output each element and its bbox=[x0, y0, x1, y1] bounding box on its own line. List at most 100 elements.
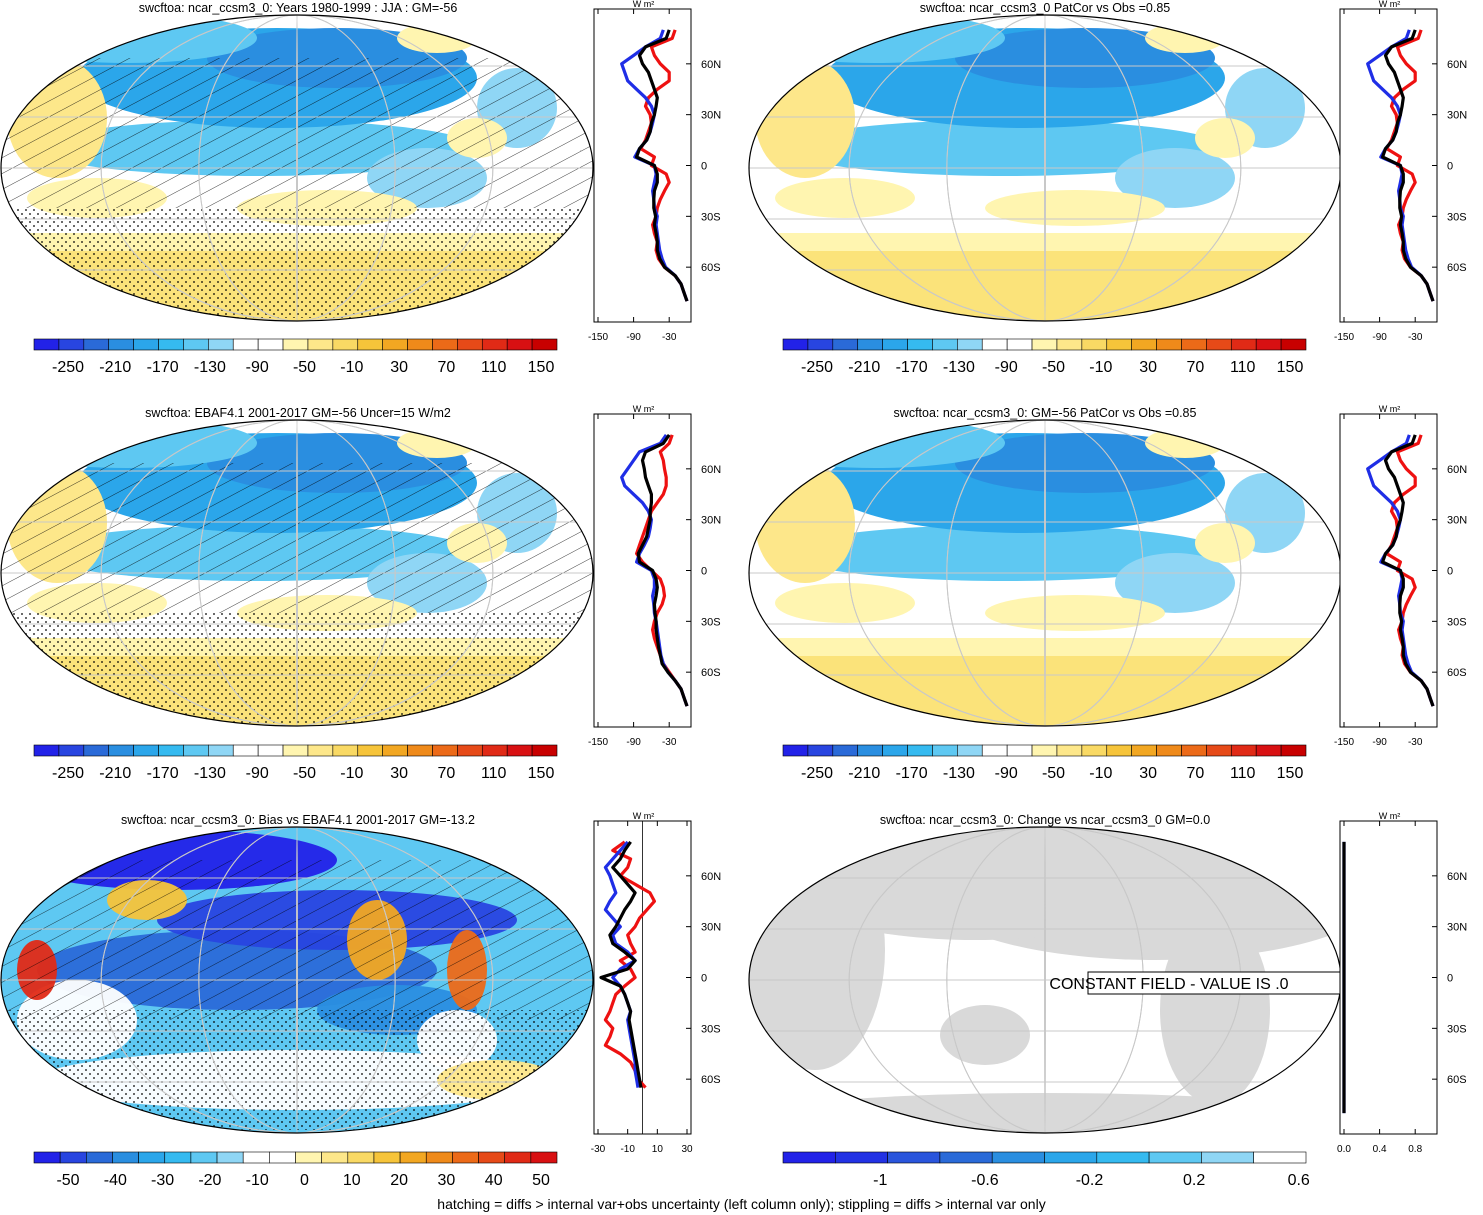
map bbox=[1, 827, 593, 1133]
field-region bbox=[775, 178, 915, 218]
colorbar-cell bbox=[478, 1151, 505, 1164]
zonal-series-line bbox=[636, 433, 689, 707]
colorbar-label: -90 bbox=[246, 765, 269, 782]
zonal-lat-label: 60N bbox=[1447, 59, 1467, 71]
colorbar-cell bbox=[307, 338, 334, 351]
panel-title: swcftoa: ncar_ccsm3_0: Years 1980-1999 :… bbox=[139, 1, 458, 15]
field-region bbox=[397, 428, 477, 458]
colorbar-cell bbox=[158, 338, 184, 351]
colorbar-label: 30 bbox=[438, 1172, 456, 1189]
colorbar-cell bbox=[1181, 338, 1207, 351]
graticule-lon bbox=[198, 827, 396, 1133]
colorbar-label: -50 bbox=[293, 359, 316, 376]
zonal-lat-label: 60N bbox=[701, 871, 721, 883]
colorbar-cell bbox=[58, 338, 85, 351]
colorbar-cell bbox=[1206, 338, 1232, 351]
field-region bbox=[775, 583, 915, 623]
graticule-lon bbox=[848, 420, 1242, 726]
colorbar-label: 50 bbox=[532, 1172, 550, 1189]
zonal-xtick-label: -10 bbox=[620, 1144, 635, 1155]
zonal-lat-label: 0 bbox=[701, 973, 707, 985]
colorbar-cell bbox=[452, 1151, 479, 1164]
colorbar-cell bbox=[183, 744, 209, 757]
colorbar-cell bbox=[907, 744, 933, 757]
panel-5: swcftoa: ncar_ccsm3_0: Bias vs EBAF4.1 2… bbox=[0, 811, 721, 1189]
colorbar-cell bbox=[282, 338, 309, 351]
colorbar-cell bbox=[112, 1151, 139, 1164]
colorbar-cell bbox=[158, 744, 184, 757]
colorbar-cell bbox=[382, 338, 408, 351]
colorbar-label: -210 bbox=[99, 765, 131, 782]
colorbar-cell bbox=[807, 744, 834, 757]
zonal-lat-label: 30S bbox=[1447, 1023, 1467, 1035]
colorbar-label: -250 bbox=[52, 765, 84, 782]
graticule-lon bbox=[198, 420, 396, 726]
colorbar-label: -10 bbox=[340, 359, 363, 376]
zonal-lat-label: 30S bbox=[701, 1023, 721, 1035]
zonal-xtick-label: -30 bbox=[1408, 332, 1423, 343]
zonal-lat-label: 30N bbox=[1447, 515, 1467, 527]
zonal-lat-label: 60S bbox=[1447, 1074, 1467, 1086]
zonal-xtick-label: -90 bbox=[1372, 737, 1387, 748]
colorbar-cell bbox=[530, 1151, 558, 1164]
field-region bbox=[1115, 553, 1235, 613]
colorbar-cell bbox=[481, 744, 508, 757]
zonal-lat-label: 60N bbox=[1447, 464, 1467, 476]
field-region bbox=[1115, 148, 1235, 208]
map bbox=[749, 15, 1341, 321]
colorbar-label: -90 bbox=[995, 765, 1018, 782]
colorbar-cell bbox=[1056, 744, 1083, 757]
colorbar-label: 70 bbox=[1187, 765, 1205, 782]
field-region bbox=[755, 58, 855, 178]
colorbar-cell bbox=[321, 1151, 349, 1164]
zonal-xtick-label: 0.8 bbox=[1408, 1144, 1422, 1155]
colorbar-cell bbox=[1106, 338, 1132, 351]
colorbar-label: -10 bbox=[1089, 359, 1112, 376]
zonal-unit: W m² bbox=[633, 811, 655, 821]
colorbar-cell bbox=[506, 744, 533, 757]
colorbar-cell bbox=[33, 1151, 61, 1164]
zonal-lat-label: 60N bbox=[701, 464, 721, 476]
colorbar-cell bbox=[332, 338, 359, 351]
zonal-xtick-label: -90 bbox=[1372, 332, 1387, 343]
annotation-text: CONSTANT FIELD - VALUE IS .0 bbox=[1049, 976, 1288, 993]
land-region bbox=[940, 1005, 1030, 1065]
colorbar-cell bbox=[832, 338, 859, 351]
zonal-lat-label: 30S bbox=[1447, 211, 1467, 223]
graticule-lon bbox=[198, 15, 396, 321]
colorbar-label: 150 bbox=[528, 359, 555, 376]
colorbar-label: -50 bbox=[1042, 765, 1065, 782]
colorbar-label: -250 bbox=[801, 765, 833, 782]
colorbar-cell bbox=[1230, 744, 1257, 757]
colorbar-label: -0.2 bbox=[1076, 1172, 1104, 1189]
zonal-lat-label: 0 bbox=[701, 161, 707, 173]
colorbar-cell bbox=[407, 744, 433, 757]
colorbar-cell bbox=[58, 744, 85, 757]
colorbar-cell bbox=[190, 1151, 218, 1164]
colorbar-cell bbox=[332, 744, 359, 757]
colorbar-cell bbox=[907, 338, 933, 351]
colorbar-cell bbox=[1006, 744, 1033, 757]
graticule-lon bbox=[100, 15, 494, 321]
colorbar-label: -130 bbox=[194, 359, 226, 376]
zonal-xtick-label: -90 bbox=[626, 737, 641, 748]
zonal-unit: W m² bbox=[633, 404, 655, 414]
field-region bbox=[1145, 23, 1225, 53]
zonal-lat-label: 0 bbox=[1447, 973, 1453, 985]
zonal-lat-label: 30N bbox=[1447, 922, 1467, 934]
colorbar-cell bbox=[1106, 744, 1132, 757]
colorbar-cell bbox=[83, 744, 110, 757]
colorbar-cell bbox=[1280, 338, 1307, 351]
colorbar-cell bbox=[981, 338, 1008, 351]
colorbar-cell bbox=[257, 338, 284, 351]
colorbar-label: -90 bbox=[995, 359, 1018, 376]
field-region bbox=[397, 23, 477, 53]
colorbar-cell bbox=[1044, 1151, 1098, 1164]
colorbar-cell bbox=[1056, 338, 1083, 351]
colorbar-cell bbox=[957, 338, 983, 351]
colorbar-label: 0.6 bbox=[1288, 1172, 1310, 1189]
graticule-lon bbox=[1044, 827, 1046, 1133]
colorbar-cell bbox=[83, 338, 110, 351]
map bbox=[1, 15, 593, 321]
colorbar-cell bbox=[457, 338, 483, 351]
